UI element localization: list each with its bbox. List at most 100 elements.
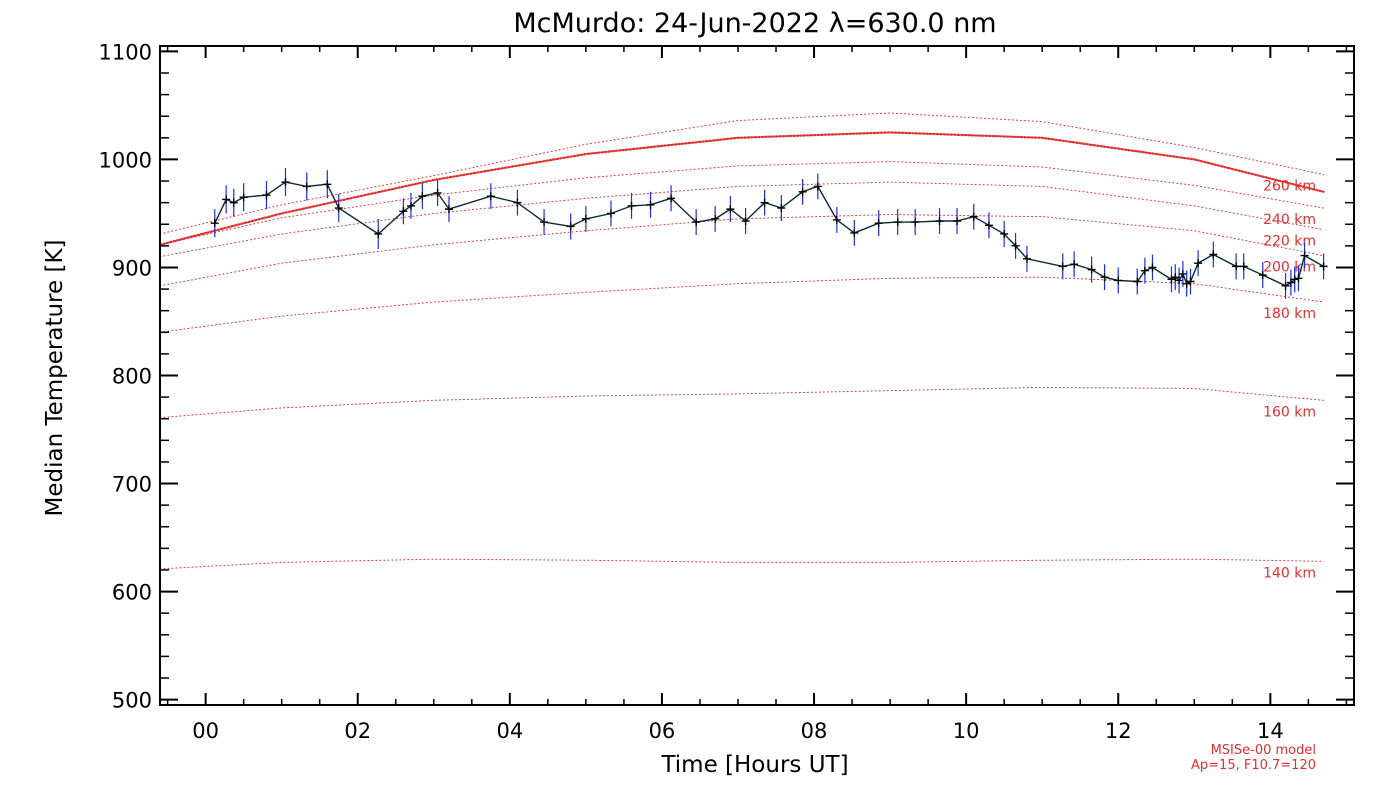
data-point [281,178,290,187]
data-point [667,194,676,203]
data-point [566,222,575,231]
model-curve-3 [159,213,1325,287]
y-tick-label: 900 [112,256,152,280]
x-tick-label: 04 [496,719,523,743]
data-point [229,198,238,207]
data-point [646,200,655,209]
data-point [953,217,962,226]
model-label-7: 260 km [1263,179,1316,195]
data-point [1148,263,1157,272]
model-label-4: 220 km [1263,234,1316,250]
model-label-0: 140 km [1263,565,1316,581]
model-curve-5 [159,161,1325,246]
data-point [374,229,383,238]
data-point [1209,250,1218,259]
data-point [334,204,343,213]
data-point [302,182,311,191]
data-point [813,182,822,191]
data-point [262,191,271,200]
x-tick-label: 10 [953,719,980,743]
chart-title: McMurdo: 24-Jun-2022 λ=630.0 nm [513,8,996,39]
y-tick-label: 800 [112,365,152,389]
data-series [210,168,1328,299]
data-point [1281,281,1290,290]
y-tick-label: 1100 [99,40,152,64]
data-point [1319,262,1328,271]
y-tick-label: 600 [112,581,152,605]
data-point [1300,251,1309,260]
data-point [513,198,522,207]
data-point [210,219,219,228]
data-point [1087,265,1096,274]
model-label-5: 240 km [1263,212,1316,228]
data-point [1022,254,1031,263]
data-point [1011,241,1020,250]
data-point [1258,271,1267,280]
data-point [969,212,978,221]
data-point [1000,229,1009,238]
data-point [1140,266,1149,275]
x-tick-label: 02 [344,719,371,743]
data-point [832,215,841,224]
data-point [1070,260,1079,269]
x-tick-label: 06 [649,719,676,743]
model-note-params: Ap=15, F10.7=120 [1191,758,1316,773]
data-point [935,217,944,226]
data-point [726,205,735,214]
data-point [760,198,769,207]
data-point [874,219,883,228]
data-point [239,193,248,202]
model-label-1: 160 km [1263,404,1316,420]
model-curve-7 [159,112,1325,235]
data-point [418,192,427,201]
data-point [486,192,495,201]
data-point [323,180,332,189]
x-tick-label: 08 [801,719,828,743]
data-point [222,195,231,204]
data-point [893,218,902,227]
x-tick-label: 00 [192,719,219,743]
model-curve-6 [158,131,1325,246]
x-tick-label: 12 [1105,719,1132,743]
data-point [581,214,590,223]
data-point [798,187,807,196]
model-curve-2 [159,276,1325,333]
model-curve-0 [159,558,1325,570]
data-point [1058,262,1067,271]
y-tick-label: 500 [112,689,152,713]
data-point [433,188,442,197]
data-point [777,204,786,213]
y-tick-label: 1000 [99,148,152,172]
data-point [1100,273,1109,282]
data-point [1294,274,1303,283]
data-point [606,209,615,218]
data-point [406,201,415,210]
data-point [1178,269,1187,278]
data-point [1186,277,1195,286]
data-point [444,205,453,214]
data-point [1175,276,1184,285]
data-point [1239,262,1248,271]
data-point [850,228,859,237]
data-point [692,218,701,227]
data-point [1232,262,1241,271]
model-curve-1 [159,386,1325,419]
data-point [984,221,993,230]
model-curve-4 [159,181,1325,258]
data-point [911,218,920,227]
plot-frame [159,45,1355,706]
y-tick-label: 700 [112,473,152,497]
y-axis-label: Median Temperature [K] [42,240,68,517]
model-curves: 140 km 160 km 180 km 200 km 220 km 240 km 260 … [158,112,1325,581]
axes: 00 02 04 06 08 10 12 14 500 600 700 800 900 1000 1100 [99,40,1354,743]
data-point [741,217,750,226]
data-point [1194,259,1203,268]
data-point [627,201,636,210]
data-point [1114,276,1123,285]
data-point [711,214,720,223]
data-point [1290,275,1299,284]
model-label-2: 180 km [1263,306,1316,322]
model-label-3: 200 km [1263,260,1316,276]
x-tick-label: 14 [1257,719,1284,743]
